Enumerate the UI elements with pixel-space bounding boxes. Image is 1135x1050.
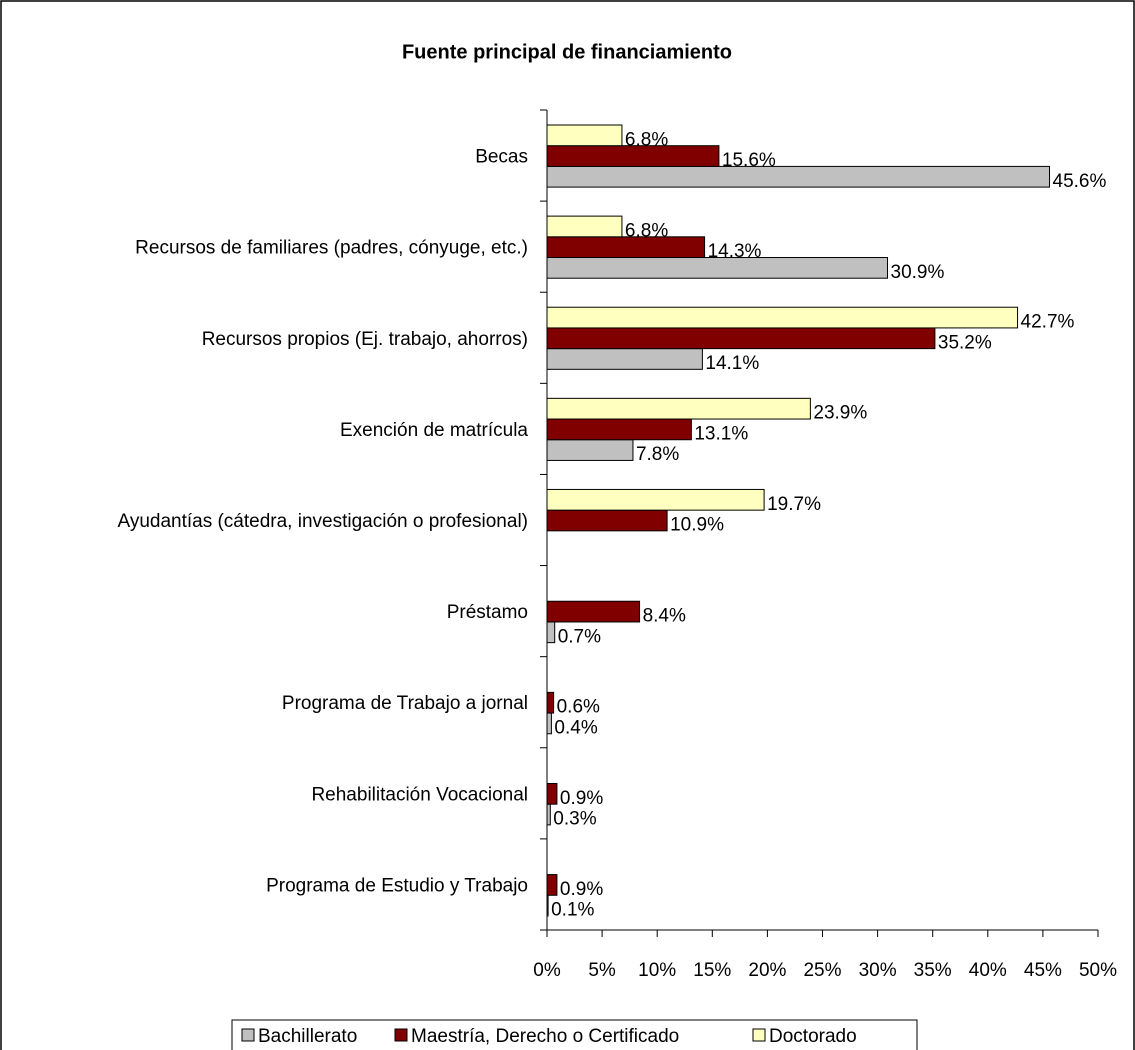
bar [546, 327, 936, 350]
x-tick-label: 25% [803, 960, 841, 981]
category-label: Recursos de familiares (padres, cónyuge,… [135, 238, 528, 259]
data-label: 35.2% [938, 332, 992, 353]
data-label: 42.7% [1021, 312, 1075, 333]
bar [546, 348, 703, 370]
data-label: 45.6% [1053, 171, 1107, 192]
data-label: 6.8% [625, 220, 668, 241]
data-label: 0.7% [558, 626, 601, 647]
data-label: 15.6% [722, 150, 776, 171]
data-label: 8.4% [643, 606, 686, 627]
x-tick-label: 10% [638, 960, 676, 981]
data-label: 13.1% [694, 423, 748, 444]
bar [546, 509, 668, 532]
legend-label: Doctorado [769, 1026, 857, 1047]
data-label: 23.9% [813, 403, 867, 424]
data-label: 0.4% [554, 717, 597, 738]
x-tick-label: 50% [1079, 960, 1117, 981]
category-label: Recursos propios (Ej. trabajo, ahorros) [202, 329, 528, 350]
data-label: 14.1% [705, 353, 759, 374]
category-label: Exención de matrícula [340, 420, 528, 441]
category-label: Rehabilitación Vocacional [311, 784, 528, 805]
bar [546, 803, 551, 826]
data-label: 0.6% [557, 697, 600, 718]
data-label: 0.1% [551, 900, 594, 921]
bar [546, 621, 556, 644]
category-label: Becas [475, 147, 528, 168]
bar [546, 691, 555, 714]
chart-title: Fuente principal de financiamiento [402, 41, 732, 63]
bar [546, 418, 692, 441]
data-label: 6.8% [625, 129, 668, 150]
bar [546, 488, 765, 511]
x-tick-label: 15% [693, 960, 731, 981]
legend-box [231, 1019, 918, 1050]
bar [546, 439, 634, 461]
data-label: 14.3% [708, 241, 762, 262]
category-label: Préstamo [447, 602, 528, 623]
x-tick-label: 40% [969, 960, 1007, 981]
bar [546, 145, 720, 167]
data-label: 10.9% [670, 515, 724, 536]
category-label: Programa de Estudio y Trabajo [266, 875, 528, 896]
bar [546, 165, 1051, 188]
legend-swatch [394, 1028, 408, 1042]
data-label: 0.9% [560, 879, 603, 900]
data-label: 0.9% [560, 788, 603, 809]
x-tick-label: 5% [588, 960, 616, 981]
x-tick-label: 20% [748, 960, 786, 981]
bar [546, 600, 641, 623]
bar [546, 124, 623, 147]
bar [546, 894, 549, 917]
bar [546, 874, 558, 896]
data-label: 19.7% [767, 494, 821, 515]
category-label: Ayudantías (cátedra, investigación o pro… [117, 511, 528, 532]
bar [546, 712, 552, 735]
bar [546, 257, 889, 279]
x-tick-label: 0% [533, 960, 561, 981]
legend-label: Bachillerato [258, 1026, 357, 1047]
data-label: 30.9% [891, 262, 945, 283]
data-label: 0.3% [553, 809, 596, 830]
data-label: 7.8% [636, 444, 679, 465]
bar [546, 215, 623, 238]
category-label: Programa de Trabajo a jornal [282, 693, 528, 714]
x-tick-label: 35% [914, 960, 952, 981]
bar [546, 782, 558, 805]
bar [546, 306, 1019, 329]
legend-label: Maestría, Derecho o Certificado [411, 1026, 679, 1047]
bar [546, 236, 706, 259]
bar [546, 397, 811, 420]
legend-swatch [752, 1028, 766, 1042]
legend-swatch [241, 1028, 255, 1042]
x-tick-label: 45% [1024, 960, 1062, 981]
x-tick-label: 30% [859, 960, 897, 981]
